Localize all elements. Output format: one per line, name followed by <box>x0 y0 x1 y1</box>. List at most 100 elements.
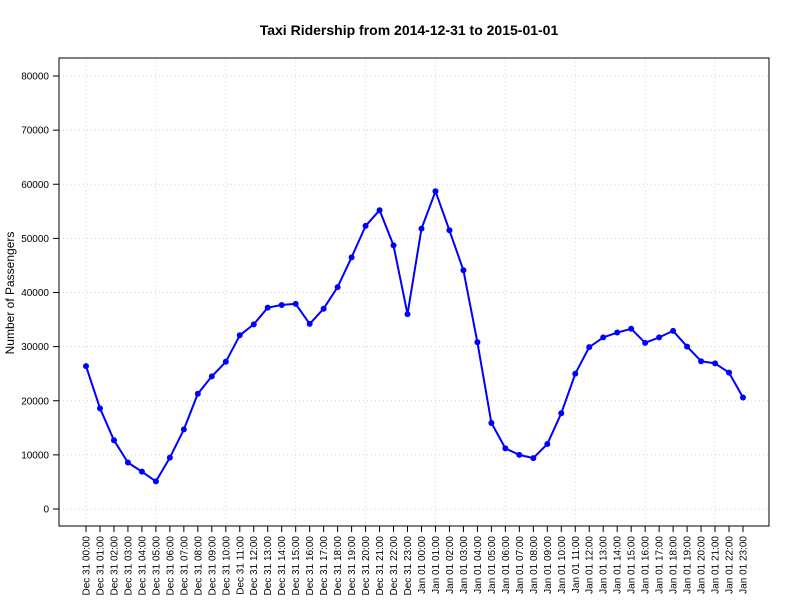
data-point <box>614 329 621 336</box>
y-tick-label: 10000 <box>21 450 49 461</box>
data-point <box>558 410 565 417</box>
data-point <box>194 390 201 397</box>
data-point <box>348 254 355 261</box>
data-point <box>96 405 103 412</box>
x-tick-label: Jan 01 06:00 <box>501 536 512 594</box>
x-tick-label: Dec 31 06:00 <box>165 536 176 596</box>
series-passengers <box>83 188 746 485</box>
data-point <box>642 339 649 346</box>
x-tick-label: Dec 31 00:00 <box>82 536 93 596</box>
data-point <box>656 334 663 341</box>
y-tick-label: 80000 <box>21 72 49 83</box>
data-point <box>516 451 523 458</box>
y-tick-label: 0 <box>43 505 49 516</box>
y-tick-label: 50000 <box>21 234 49 245</box>
data-point <box>628 325 635 332</box>
data-point <box>670 327 677 334</box>
data-point <box>502 445 509 452</box>
axes: 0 10000 20000 30000 40000 50000 60000 70000 8000… <box>21 72 749 596</box>
x-tick-label: Jan 01 01:00 <box>431 536 442 594</box>
x-tick-label: Dec 31 02:00 <box>109 536 120 596</box>
x-tick-label: Dec 31 16:00 <box>305 536 316 596</box>
data-point <box>83 363 89 370</box>
x-tick-label: Jan 01 19:00 <box>683 536 694 594</box>
data-point <box>222 358 229 365</box>
data-point <box>530 455 537 462</box>
x-tick-label: Jan 01 13:00 <box>599 536 610 594</box>
y-tick-label: 20000 <box>21 396 49 407</box>
data-point <box>292 300 299 307</box>
data-point <box>684 343 691 350</box>
data-point <box>474 339 481 346</box>
x-tick-label: Jan 01 09:00 <box>543 536 554 594</box>
y-tick-label: 60000 <box>21 180 49 191</box>
data-point <box>432 188 439 195</box>
x-tick-label: Dec 31 11:00 <box>235 536 246 595</box>
data-point <box>460 267 467 274</box>
data-point <box>306 320 313 327</box>
x-tick-label: Jan 01 17:00 <box>655 536 666 594</box>
x-tick-label: Jan 01 05:00 <box>487 536 498 594</box>
data-point <box>152 478 159 485</box>
x-tick-label: Dec 31 03:00 <box>123 536 134 596</box>
data-point <box>208 373 215 380</box>
series-line <box>85 190 744 483</box>
x-tick-label: Jan 01 21:00 <box>711 536 722 594</box>
x-tick-label: Dec 31 14:00 <box>277 536 288 596</box>
x-tick-label: Jan 01 04:00 <box>473 536 484 594</box>
data-point <box>600 334 607 341</box>
data-point <box>740 394 746 401</box>
x-tick-label: Dec 31 04:00 <box>137 536 148 596</box>
data-point <box>110 437 117 444</box>
data-point <box>320 305 327 312</box>
x-tick-label: Dec 31 13:00 <box>263 536 274 596</box>
x-tick-label: Dec 31 21:00 <box>375 536 386 596</box>
y-axis-label: Number of Passengers <box>3 232 17 355</box>
data-point <box>446 227 453 234</box>
x-tick-label: Jan 01 15:00 <box>627 536 638 594</box>
x-tick-label: Dec 31 05:00 <box>151 536 162 596</box>
data-point <box>488 419 495 426</box>
x-tick-label: Dec 31 09:00 <box>207 536 218 596</box>
x-tick-label: Dec 31 20:00 <box>361 536 372 596</box>
data-point <box>404 311 411 318</box>
data-point <box>124 459 131 466</box>
x-tick-label: Jan 01 03:00 <box>459 536 470 594</box>
x-tick-label: Jan 01 14:00 <box>613 536 624 594</box>
x-tick-label: Jan 01 16:00 <box>641 536 652 594</box>
data-point <box>572 370 579 377</box>
x-tick-label: Dec 31 15:00 <box>291 536 302 596</box>
plot-frame <box>58 57 770 527</box>
data-point <box>250 321 257 328</box>
x-tick-label: Dec 31 07:00 <box>179 536 190 596</box>
data-point <box>726 369 733 376</box>
x-tick-label: Dec 31 23:00 <box>403 536 414 596</box>
grid-lines <box>59 58 769 526</box>
data-point <box>712 360 719 367</box>
data-point <box>138 468 145 475</box>
x-tick-label: Dec 31 12:00 <box>249 536 260 596</box>
data-point <box>390 242 397 249</box>
x-tick-label: Jan 01 23:00 <box>739 536 750 594</box>
x-tick-label: Jan 01 11:00 <box>571 536 582 594</box>
data-point <box>236 332 243 339</box>
x-tick-label: Dec 31 22:00 <box>389 536 400 596</box>
x-tick-label: Jan 01 07:00 <box>515 536 526 594</box>
y-tick-label: 30000 <box>21 342 49 353</box>
x-tick-label: Dec 31 08:00 <box>193 536 204 596</box>
y-tick-label: 40000 <box>21 288 49 299</box>
x-tick-label: Jan 01 12:00 <box>585 536 596 594</box>
data-point <box>278 301 285 308</box>
x-tick-label: Jan 01 00:00 <box>417 536 428 594</box>
data-point <box>544 441 551 448</box>
x-tick-label: Dec 31 10:00 <box>221 536 232 596</box>
x-tick-label: Dec 31 17:00 <box>319 536 330 596</box>
x-tick-label: Jan 01 22:00 <box>725 536 736 594</box>
x-tick-label: Jan 01 20:00 <box>697 536 708 594</box>
x-tick-label: Dec 31 01:00 <box>95 536 106 596</box>
data-point <box>180 426 187 433</box>
data-point <box>166 454 173 461</box>
x-tick-label: Dec 31 18:00 <box>333 536 344 596</box>
